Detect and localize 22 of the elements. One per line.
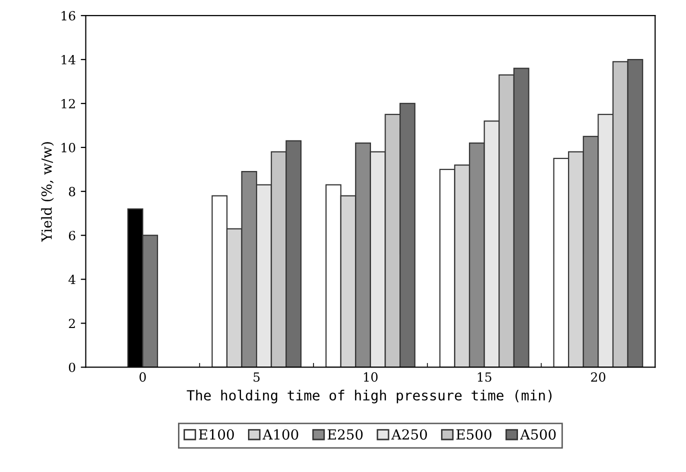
x-tick-label: 5 [254, 372, 260, 382]
y-tick-label: 8 [68, 186, 76, 196]
legend-label: E250 [328, 429, 363, 440]
y-axis-title: Yield (%, w/w) [41, 142, 54, 242]
legend-label: E100 [198, 429, 234, 440]
y-tick-label: 12 [62, 98, 75, 108]
y-tick-label: 0 [68, 362, 76, 372]
x-tick-label: 20 [591, 372, 606, 382]
y-tick-label: 10 [62, 142, 76, 152]
x-tick-label: 0 [140, 372, 146, 382]
y-tick-label: 16 [62, 11, 76, 21]
x-tick-label: 15 [478, 372, 492, 382]
x-axis-title: The holding time of high pressure time (min) [186, 390, 552, 404]
legend-label: A500 [520, 429, 556, 440]
y-tick-label: 4 [68, 274, 76, 284]
legend-label: A100 [262, 429, 298, 440]
legend-label: A250 [391, 429, 427, 440]
x-tick-label: 10 [364, 372, 378, 382]
y-tick-label: 14 [62, 55, 76, 64]
y-tick-label: 6 [68, 230, 76, 240]
y-tick-label: 2 [68, 318, 75, 328]
legend-label: E500 [456, 429, 492, 440]
